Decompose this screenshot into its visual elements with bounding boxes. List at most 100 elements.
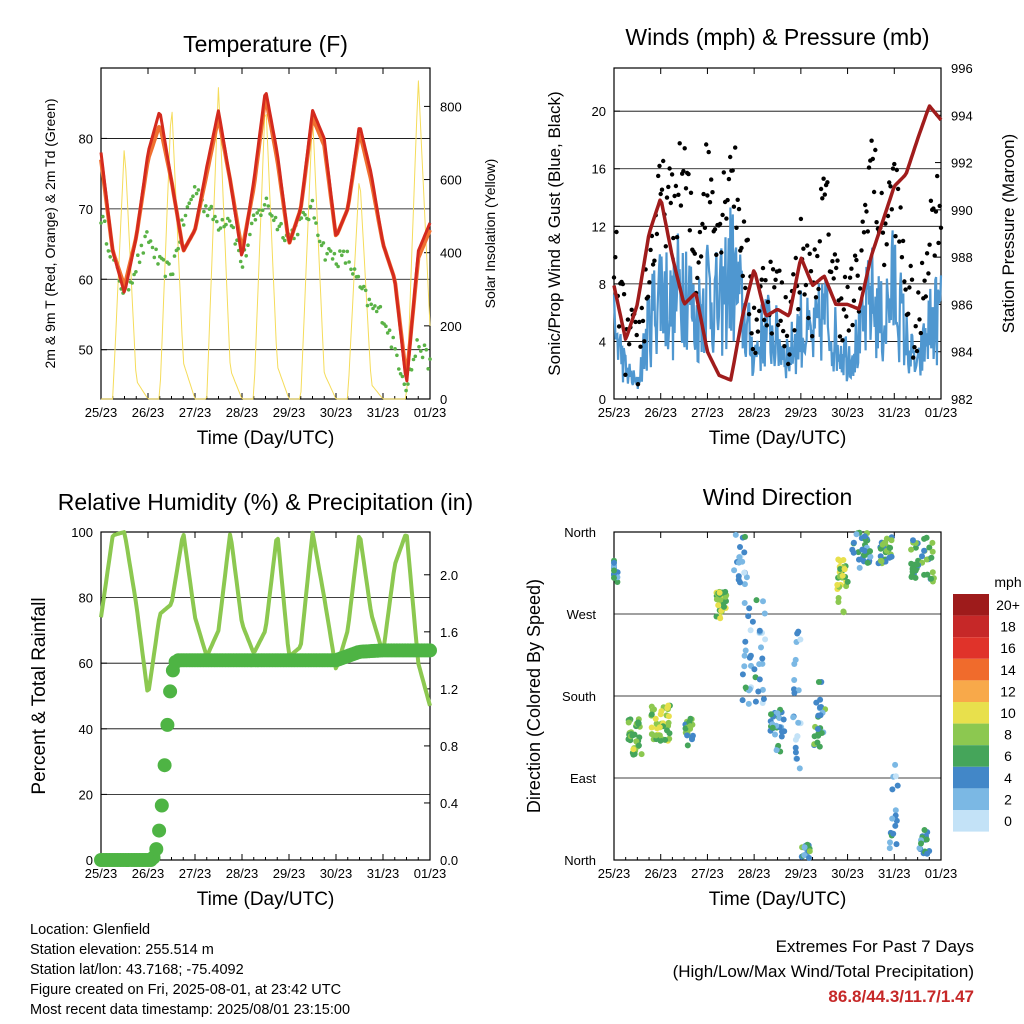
wind-gust-point: [865, 229, 870, 234]
panel-1-ytick-right-label: 400: [440, 246, 462, 261]
wind-direction-point: [795, 687, 802, 694]
dewpoint-point: [314, 221, 318, 225]
wind-direction-point: [864, 559, 871, 566]
dewpoint-point: [341, 249, 346, 254]
wind-gust-point: [724, 216, 729, 221]
wind-gust-point: [895, 186, 901, 192]
wind-gust-point: [932, 253, 937, 258]
dewpoint-point: [351, 272, 355, 276]
wind-direction-point: [742, 638, 749, 645]
wind-gust-point: [782, 344, 787, 349]
wind-direction-point: [635, 742, 642, 749]
station-pressure-line: [612, 104, 943, 382]
wind-gust-point: [664, 195, 670, 200]
wind-gust-point: [779, 280, 785, 285]
dewpoint-point: [248, 232, 252, 237]
panel-3-ytick-right-label: 0.4: [440, 796, 458, 811]
wind-direction-point: [760, 696, 767, 702]
wind-direction-point: [801, 844, 808, 851]
wind-gust-point: [616, 324, 622, 329]
panel-2-xtick-label: 30/23: [831, 405, 864, 420]
wind-gust-point: [697, 229, 703, 235]
wind-gust-point: [754, 317, 759, 322]
extremes-values: 86.8/44.3/11.7/1.47: [828, 987, 974, 1006]
wind-direction-point: [741, 581, 748, 588]
wind-gust-point: [707, 200, 713, 205]
wind-gust-point: [688, 190, 694, 195]
wind-direction-point: [839, 572, 846, 579]
dewpoint-point: [413, 354, 418, 359]
panel-3-ytick-label: 20: [79, 787, 93, 802]
wind-gust-point: [786, 361, 791, 367]
station-location: Location: Glenfield: [30, 922, 151, 938]
wind-direction-point: [926, 544, 933, 551]
panel-1-ytick-right-label: 0: [440, 392, 447, 407]
wind-gust-point: [736, 206, 742, 212]
wind-gust-point: [924, 251, 930, 256]
wind-gust-point: [741, 219, 747, 224]
wind-gust-point: [751, 305, 757, 310]
wind-gust-point: [874, 220, 879, 225]
wind-direction-point: [742, 533, 748, 540]
wind-gust-point: [705, 193, 710, 198]
dewpoint-point: [183, 213, 188, 218]
dewpoint-point: [233, 242, 237, 246]
panel-3-xtick-label: 30/23: [320, 866, 353, 881]
dewpoint-point: [395, 353, 399, 358]
wind-gust-point: [890, 166, 896, 171]
wind-gust-point: [917, 317, 922, 322]
dewpoint-point: [283, 238, 287, 243]
wind-direction-point: [611, 559, 617, 566]
wind-speed-line: [612, 207, 943, 389]
wind-direction-point: [737, 579, 743, 586]
wind-direction-point: [720, 601, 727, 608]
wind-gust-point: [912, 345, 917, 350]
wind-direction-point: [841, 566, 848, 572]
dewpoint-point: [316, 233, 320, 238]
wind-gust-point: [879, 190, 884, 196]
wind-gust-point: [637, 319, 642, 325]
wind-gust-point: [926, 271, 931, 276]
wind-direction-point: [815, 730, 822, 737]
wind-gust-point: [777, 268, 782, 273]
extremes-box: Extremes For Past 7 Days (High/Low/Max W…: [673, 934, 974, 1009]
dewpoint-point: [132, 272, 136, 277]
dewpoint-point: [163, 274, 168, 279]
wind-direction-point: [736, 554, 743, 561]
panel-3-ytick-label: 100: [71, 525, 93, 540]
wind-gust-point: [750, 346, 756, 352]
wind-gust-point: [769, 331, 774, 336]
wind-gust-point: [745, 237, 750, 242]
wind-gust-point: [897, 239, 902, 244]
wind-gust-point: [773, 277, 778, 282]
panel-2-ytick-label: 8: [599, 277, 606, 292]
dewpoint-point: [424, 347, 429, 352]
wind-gust-point: [710, 190, 715, 195]
wind-direction-point: [760, 598, 766, 605]
wind-direction-point: [923, 836, 930, 843]
dewpoint-point: [428, 357, 432, 361]
wind-direction-point: [778, 733, 785, 740]
wind-gust-point: [638, 344, 643, 349]
dewpoint-point: [402, 382, 407, 387]
wind-direction-point: [893, 841, 900, 848]
panel-2-xlabel: Time (Day/UTC): [709, 428, 847, 449]
dewpoint-point: [417, 345, 421, 349]
dewpoint-point: [251, 213, 256, 217]
wind-direction-point: [861, 533, 868, 540]
wind-gust-point: [885, 213, 891, 219]
dewpoint-point: [328, 249, 333, 253]
panel-2-xtick-label: 27/23: [691, 405, 724, 420]
dewpoint-point: [411, 357, 416, 362]
wind-gust-point: [673, 183, 679, 189]
wind-gust-point: [640, 318, 646, 324]
wind-gust-point: [796, 307, 801, 312]
wind-gust-point: [625, 317, 631, 322]
wind-gust-point: [721, 170, 726, 175]
wind-direction-point: [749, 618, 756, 625]
wind-gust-point: [855, 273, 860, 278]
panel-3-xtick-label: 26/23: [132, 866, 165, 881]
wind-gust-point: [663, 244, 668, 249]
wind-gust-point: [882, 262, 887, 268]
panel-1-xtick-label: 26/23: [132, 405, 165, 420]
